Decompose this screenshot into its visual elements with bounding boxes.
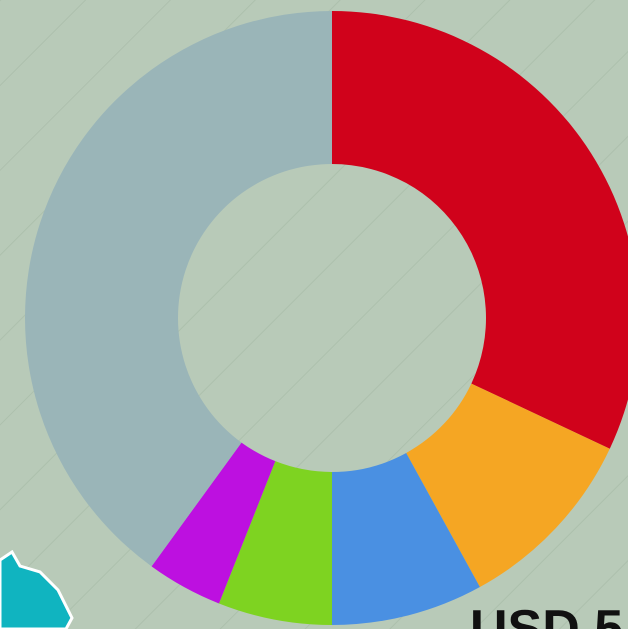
annotation: USD 5: [470, 600, 623, 629]
map-shape: [0, 549, 74, 629]
donut-slice: [25, 11, 332, 567]
donut-slice: [406, 383, 610, 588]
donut-slice: [332, 452, 480, 625]
donut: [25, 11, 628, 625]
donut-slice: [218, 461, 332, 625]
donut-slice: [332, 11, 628, 449]
donut-slice: [151, 442, 276, 604]
